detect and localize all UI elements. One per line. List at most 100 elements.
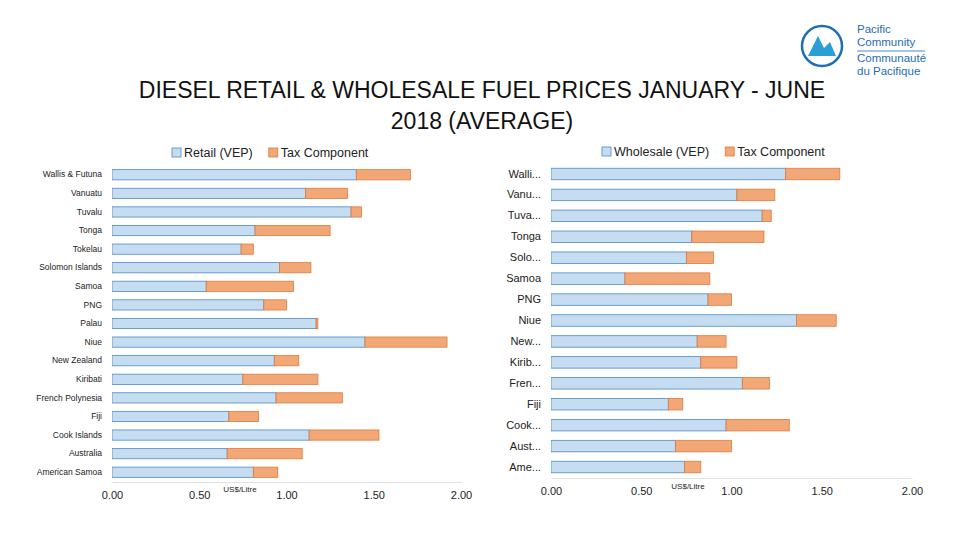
x-axis-line bbox=[113, 482, 462, 483]
bar bbox=[365, 337, 447, 347]
x-tick-label: 0.50 bbox=[189, 489, 210, 501]
bar bbox=[551, 315, 796, 327]
bar bbox=[227, 449, 302, 459]
bar bbox=[726, 419, 789, 431]
bar bbox=[697, 336, 726, 348]
y-tick: Samoa bbox=[506, 272, 547, 284]
y-tick: PNG bbox=[517, 293, 547, 305]
bar bbox=[796, 315, 836, 327]
y-tick-label: New Zealand bbox=[52, 355, 102, 365]
bar bbox=[243, 374, 318, 384]
title: 2018 (AVERAGE) bbox=[391, 108, 573, 134]
y-tick-label: Walli... bbox=[508, 168, 541, 180]
y-tick-label: Tokelau bbox=[73, 244, 103, 254]
x-tick-label: 0.00 bbox=[541, 485, 562, 497]
logo-text: Community bbox=[857, 36, 915, 48]
bar bbox=[551, 168, 786, 180]
y-tick: Tonga bbox=[511, 230, 547, 242]
y-tick-label: Fren... bbox=[509, 377, 541, 389]
legend-swatch bbox=[269, 148, 278, 157]
y-tick: Walli... bbox=[508, 168, 547, 180]
x-tick: 2.00 bbox=[451, 482, 472, 501]
legend-label: Tax Component bbox=[281, 146, 369, 160]
chart: Wallis & Futuna Vanuatu Tuvalu Tonga Tokelau… bbox=[36, 146, 472, 501]
y-tick-label: PNG bbox=[517, 293, 541, 305]
bar bbox=[276, 393, 342, 403]
y-tick: Kiribati bbox=[76, 374, 108, 384]
y-tick-label: Vanuatu bbox=[71, 188, 102, 198]
bar bbox=[708, 294, 731, 306]
x-tick: 1.00 bbox=[721, 478, 742, 497]
x-tick: 1.00 bbox=[276, 482, 297, 501]
bar bbox=[737, 189, 775, 201]
legend-label: Retail (VEP) bbox=[184, 146, 253, 160]
y-tick-label: Kiribati bbox=[76, 374, 102, 384]
x-tick: 0.00 bbox=[102, 482, 123, 501]
y-tick: Fren... bbox=[509, 377, 547, 389]
legend-swatch bbox=[725, 147, 734, 156]
x-axis-line bbox=[552, 478, 913, 479]
bar bbox=[241, 244, 253, 254]
x-tick-label: 2.00 bbox=[451, 489, 472, 501]
y-tick-label: PNG bbox=[84, 300, 102, 310]
x-tick: 1.50 bbox=[364, 482, 385, 501]
bar bbox=[351, 207, 361, 217]
bar bbox=[701, 357, 737, 369]
bar bbox=[255, 225, 330, 235]
bar bbox=[280, 263, 311, 273]
bar bbox=[206, 281, 293, 291]
y-tick-label: Kirib... bbox=[510, 356, 541, 368]
bar bbox=[551, 231, 692, 243]
y-tick: American Samoa bbox=[37, 467, 108, 477]
bar bbox=[112, 188, 306, 198]
x-tick: 0.50 bbox=[189, 482, 210, 501]
y-tick: Fiji bbox=[91, 411, 108, 421]
legend: Wholesale (VEP)Tax Component bbox=[602, 145, 825, 159]
x-tick-label: 2.00 bbox=[902, 485, 923, 497]
y-tick-label: Tuva... bbox=[508, 209, 541, 221]
chart: Walli...Vanu...Tuva...TongaSolo...SamoaP… bbox=[506, 145, 923, 497]
y-tick-label: Cook... bbox=[506, 419, 541, 431]
legend-swatch bbox=[602, 147, 611, 156]
y-tick: Tonga bbox=[79, 225, 108, 235]
y-tick: Wallis & Futuna bbox=[43, 169, 108, 179]
y-tick-label: New... bbox=[510, 335, 541, 347]
legend-label: Wholesale (VEP) bbox=[614, 145, 709, 159]
bar bbox=[112, 225, 255, 235]
y-tick-label: Ame... bbox=[509, 461, 541, 473]
bar bbox=[676, 440, 732, 452]
bar bbox=[112, 467, 253, 477]
x-axis: 0.000.501.001.502.00 bbox=[541, 478, 923, 497]
bar bbox=[685, 461, 701, 473]
x-tick-label: 1.00 bbox=[721, 485, 742, 497]
title: DIESEL RETAIL & WHOLESALE FUEL PRICES JA… bbox=[139, 77, 825, 103]
page: DIESEL RETAIL & WHOLESALE FUEL PRICES JA… bbox=[0, 0, 960, 540]
x-tick: 1.50 bbox=[812, 478, 833, 497]
bar bbox=[112, 244, 241, 254]
y-axis: Walli...Vanu...Tuva...TongaSolo...SamoaP… bbox=[506, 168, 547, 473]
y-tick-label: Tonga bbox=[511, 230, 542, 242]
bar bbox=[551, 461, 685, 473]
bar bbox=[112, 356, 274, 366]
bar bbox=[551, 378, 742, 390]
y-tick: Cook Islands bbox=[53, 430, 108, 440]
y-tick: Palau bbox=[80, 318, 108, 328]
bar bbox=[551, 210, 762, 222]
logo-text: Communauté bbox=[857, 52, 926, 64]
y-tick: Ame... bbox=[509, 461, 547, 473]
x-tick-label: 0.00 bbox=[102, 489, 123, 501]
y-tick: PNG bbox=[84, 300, 108, 310]
logo-icon bbox=[808, 36, 836, 56]
logo-text: du Pacifique bbox=[857, 65, 920, 77]
bar bbox=[264, 300, 287, 310]
x-tick-label: 1.50 bbox=[364, 489, 385, 501]
x-tick-label: 1.50 bbox=[812, 485, 833, 497]
y-tick-label: Solomon Islands bbox=[39, 262, 102, 272]
bar bbox=[112, 207, 351, 217]
legend: Retail (VEP) Tax Component bbox=[172, 146, 369, 160]
y-tick-label: French Polynesia bbox=[36, 393, 102, 403]
bar bbox=[356, 170, 410, 180]
bar bbox=[762, 210, 771, 222]
x-axis: 0.00 0.50 1.00 1.50 2.00 bbox=[102, 482, 472, 501]
y-tick: Tuvalu bbox=[77, 207, 108, 217]
